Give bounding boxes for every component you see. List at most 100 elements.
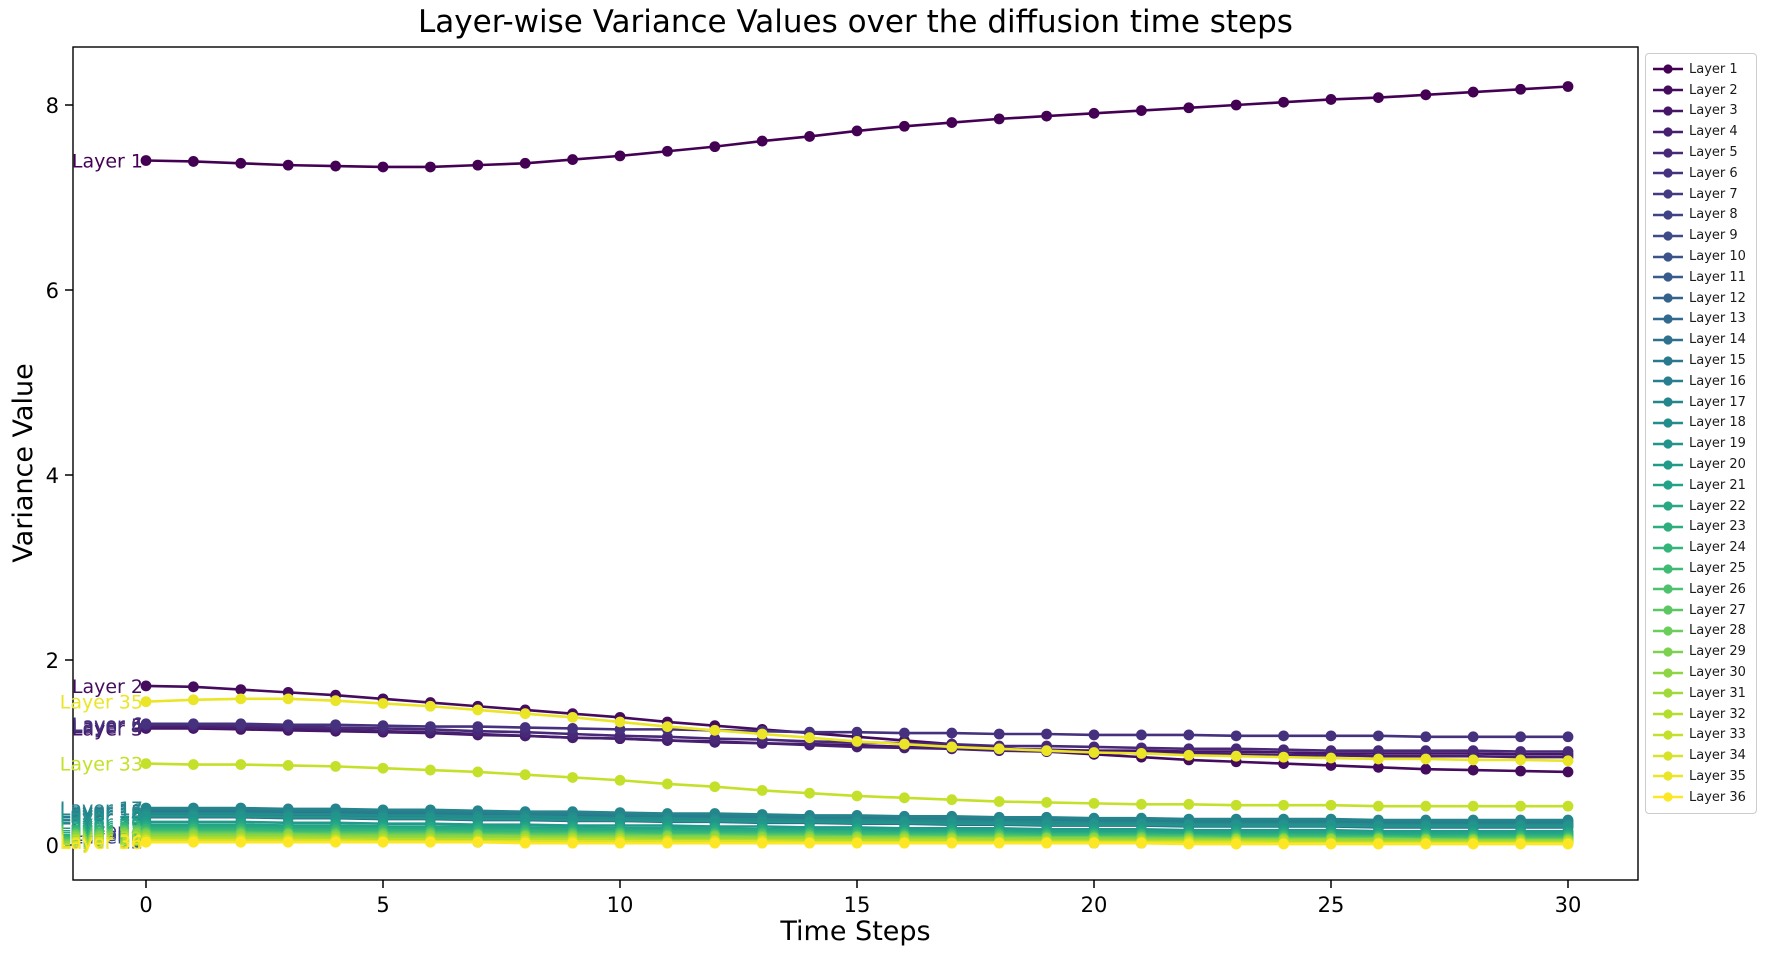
series-marker [377,161,389,173]
series-marker [1467,754,1479,766]
legend-line-marker-icon [1653,647,1683,657]
series-marker [756,837,768,849]
series-marker [1041,837,1052,849]
legend-line-marker-icon [1653,335,1683,345]
series-marker [1515,731,1526,743]
legend-item-label: Layer 11 [1689,269,1746,285]
legend-line-marker-icon [1653,418,1683,428]
line-start-label: Layer 30 [60,826,143,848]
series-marker [330,695,341,707]
series-marker [567,772,578,783]
line-start-label: Layer 26 [60,822,143,844]
legend-line-marker-icon [1653,522,1683,532]
x-tick-label: 10 [607,893,634,917]
legend-line-marker-icon [1653,584,1683,594]
line-start-label: Layer 15 [60,802,143,824]
series-marker [282,693,294,705]
series-marker [709,733,721,745]
series-marker [1373,753,1384,765]
legend-item-label: Layer 34 [1689,748,1746,764]
legend-line-marker-icon [1653,127,1683,137]
series-marker [1562,838,1574,850]
series-marker [614,774,626,786]
legend-line-marker-icon [1653,626,1683,636]
legend-item-label: Layer 2 [1689,82,1738,98]
legend-item-label: Layer 28 [1689,623,1746,639]
legend-item-label: Layer 6 [1689,165,1738,181]
x-tick-label: 15 [844,893,871,917]
series-marker [567,711,578,723]
line-start-label: Layer 31 [60,828,143,850]
legend-item: Layer 29 [1652,641,1750,662]
series-marker [235,157,247,169]
series-marker [519,708,531,720]
legend-item: Layer 10 [1652,246,1750,267]
legend-item-label: Layer 22 [1689,498,1746,514]
legend-line-marker-icon [1653,314,1683,324]
series-marker [662,837,673,849]
y-tick-label: 2 [46,649,59,673]
legend-item-label: Layer 25 [1689,561,1746,577]
series-marker [804,837,815,849]
legend-item: Layer 7 [1652,184,1750,205]
series-marker [662,721,673,732]
line-start-label: Layer 5 [72,715,143,737]
line-start-label: Layer 29 [60,825,143,847]
line-start-label: Layer 19 [60,806,143,828]
legend-item: Layer 5 [1652,142,1750,163]
series-marker [519,157,531,169]
series-marker [1373,800,1384,812]
series-marker [330,760,341,772]
series-marker [1562,755,1574,767]
series-marker [709,781,721,793]
legend-item: Layer 17 [1652,392,1750,413]
series-marker [140,758,152,769]
line-start-label: Layer 24 [60,819,143,841]
series-marker [614,150,626,162]
legend-item-label: Layer 36 [1689,789,1746,805]
series-marker [1183,102,1195,114]
series-marker [519,769,531,781]
legend-item-label: Layer 8 [1689,207,1738,223]
series-marker [377,836,389,848]
series-marker [993,113,1005,125]
legend: Layer 1 Layer 2 Layer 3 Layer 4 Layer 5 Layer… [1645,53,1757,814]
legend-item-label: Layer 5 [1689,145,1738,161]
line-start-label: Layer 33 [60,754,143,776]
series-marker [614,837,626,849]
series-marker [1467,731,1479,743]
series-marker [140,696,152,708]
legend-item-label: Layer 24 [1689,540,1746,556]
series-marker [614,723,626,735]
y-tick-label: 6 [46,279,59,303]
series-marker [1230,750,1242,762]
series-marker [1325,760,1337,771]
series-marker [1420,800,1432,812]
series-marker [804,131,815,142]
series-marker [1420,745,1432,757]
series-marker [851,736,863,747]
line-start-label: Layer 21 [60,815,143,837]
legend-line-marker-icon [1653,189,1683,199]
legend-item: Layer 16 [1652,371,1750,392]
series-marker [899,120,910,132]
series-marker [1278,744,1289,756]
series-marker [1467,838,1479,850]
legend-item: Layer 35 [1652,766,1750,787]
series-marker [1230,730,1242,742]
series-marker [709,724,721,736]
legend-item-label: Layer 13 [1689,311,1746,327]
legend-line-marker-icon [1653,792,1683,802]
series-marker [851,790,863,802]
legend-item: Layer 2 [1652,80,1750,101]
series-marker [756,785,768,796]
legend-item-label: Layer 30 [1689,665,1746,680]
series-marker [851,726,863,738]
series-marker [1515,838,1526,850]
line-start-label: Layer 12 [60,831,143,853]
x-tick-label: 0 [139,893,152,917]
series-marker [1230,743,1242,755]
legend-item: Layer 13 [1652,309,1750,330]
series-marker [1041,110,1052,122]
series-marker [1325,745,1337,757]
